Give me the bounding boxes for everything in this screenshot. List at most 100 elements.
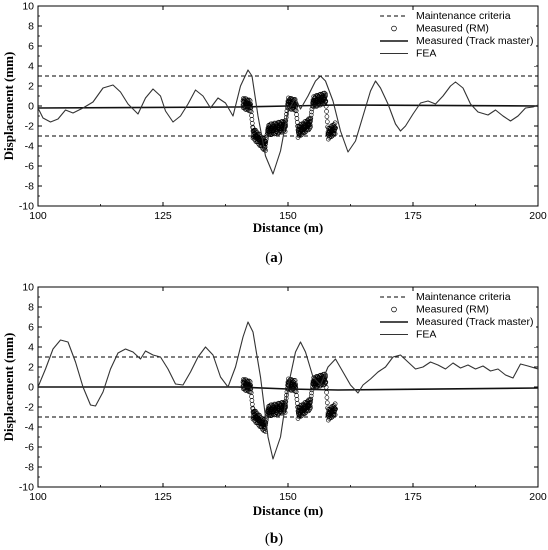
measured-rm-point [241,377,246,382]
y-tick-label: 10 [22,282,34,294]
paren-close: ) [278,531,283,547]
measured-rm-point [241,96,246,101]
measured-rm-point [282,410,288,415]
y-tick-label: -6 [25,161,34,173]
legend-swatch-circle [391,306,397,313]
measured-rm-point [294,116,300,121]
y-tick-label: 8 [28,21,34,33]
y-tick-label: 6 [28,322,34,334]
measured-rm-point [332,401,338,407]
measured-rm-point [308,112,314,118]
measured-rm-point [309,109,314,115]
measured-rm-point [293,382,298,388]
measured-rm-point [324,109,329,114]
measured-rm-point [302,130,308,135]
y-axis-label: Displacement (mm) [1,52,16,161]
measured-rm-point [324,114,330,119]
measured-rm-point [263,137,269,142]
fea-line [38,69,538,175]
measured-rm-point [249,117,255,122]
measured-rm-point [294,397,300,402]
y-tick-label: 0 [28,382,34,394]
y-tick-label: 10 [22,1,34,13]
measured-rm-point [294,112,299,117]
y-tick-label: -8 [25,462,34,474]
x-tick-label: 125 [154,491,172,503]
y-tick-label: 0 [28,101,34,113]
paren-open: ( [265,531,270,547]
measured-rm-point [308,393,314,399]
measured-rm-point [308,118,313,124]
measured-rm-point [262,144,268,150]
measured-rm-point [308,399,313,405]
legend-entry: Maintenance criteria [416,10,511,22]
legend-entry: Measured (Track master) [416,316,533,328]
measured-rm-point [308,115,314,121]
measured-rm-point [308,405,313,411]
panel-letter: a [270,250,278,266]
y-tick-label: 6 [28,41,34,53]
legend-entry: Measured (Track master) [416,35,533,47]
y-tick-label: -2 [25,121,34,133]
measured-rm-point [309,390,314,396]
measured-rm-point [263,139,269,145]
y-tick-label: -8 [25,181,34,193]
measured-rm-point [333,406,338,412]
x-axis-label: Distance (m) [253,503,323,518]
measured-rm-point [292,378,298,383]
x-tick-label: 150 [279,210,297,222]
measured-rm-point [294,400,300,406]
legend-entry: Measured (RM) [416,304,489,316]
y-tick-label: 4 [28,342,34,354]
y-tick-label: 2 [28,362,34,374]
legend-background [374,10,536,66]
x-tick-label: 100 [29,210,47,222]
measured-rm-point [282,129,288,134]
measured-rm-point [332,126,338,132]
measured-rm-point [264,132,270,138]
subfigure-label: (a) [265,250,283,266]
fea-line [38,321,538,460]
x-tick-label: 200 [529,210,547,222]
legend-entry: FEA [416,48,436,60]
y-tick-label: -10 [19,201,34,213]
y-axis-label: Displacement (mm) [1,333,16,442]
measured-rm-point [323,98,329,104]
subfigure-label: (b) [265,531,283,547]
y-tick-label: -6 [25,442,34,454]
plot-area [38,321,538,460]
measured-rm-point [246,378,252,384]
measured-rm-point [294,119,300,125]
measured-rm-point [332,120,338,126]
y-tick-label: 4 [28,61,34,73]
x-tick-label: 125 [154,210,172,222]
legend-background [374,291,536,347]
x-tick-label: 150 [279,491,297,503]
measured-rm-point [324,400,330,406]
measured-rm-point [308,124,313,130]
panel-letter: b [270,531,278,547]
measured-rm-point [249,113,254,118]
measured-rm-point [324,395,330,400]
paren-close: ) [278,250,283,266]
measured-rm-point [256,412,262,418]
legend-entry: FEA [416,329,436,341]
measured-rm-point [324,390,329,395]
y-tick-label: 2 [28,81,34,93]
measured-rm-point [263,422,268,428]
x-axis-label: Distance (m) [253,220,323,235]
measured-rm-point [332,131,338,137]
measured-rm-point [249,398,255,403]
measured-rm-point [308,396,314,402]
measured-rm-point [296,414,302,420]
y-tick-label: -2 [25,402,34,414]
x-tick-label: 175 [404,491,422,503]
measured-rm-point [256,131,262,137]
measured-rm-point [296,133,302,139]
measured-rm-point [292,97,298,102]
